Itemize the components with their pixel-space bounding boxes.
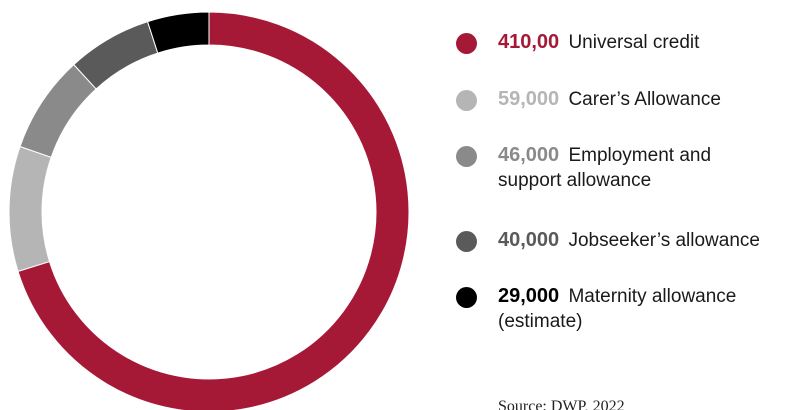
- donut-slice-3: [73, 21, 159, 90]
- legend-swatch: [456, 146, 477, 167]
- legend-value: 410,00: [498, 31, 560, 53]
- legend-swatch: [456, 90, 477, 111]
- donut-slice-1: [8, 145, 52, 272]
- legend-label: Universal credit: [568, 32, 700, 53]
- legend-value: 40,000: [498, 229, 560, 251]
- legend-label: Maternity allowance (estimate): [498, 286, 737, 332]
- legend-label: Jobseeker’s allowance: [568, 230, 760, 251]
- donut-chart: [8, 11, 410, 410]
- source-note: Source: DWP, 2022: [498, 398, 625, 410]
- legend-label: Carer’s Allowance: [568, 89, 721, 110]
- legend-value: 46,000: [498, 144, 560, 166]
- legend-value: 59,000: [498, 88, 560, 110]
- legend-swatch: [456, 33, 477, 54]
- donut-slice-2: [19, 63, 97, 158]
- donut-slice-4: [146, 11, 210, 54]
- donut-slice-0: [17, 11, 410, 410]
- legend-value: 29,000: [498, 285, 560, 307]
- legend-swatch: [456, 287, 477, 308]
- legend-label: Employment and support allowance: [498, 145, 712, 191]
- legend-swatch: [456, 231, 477, 252]
